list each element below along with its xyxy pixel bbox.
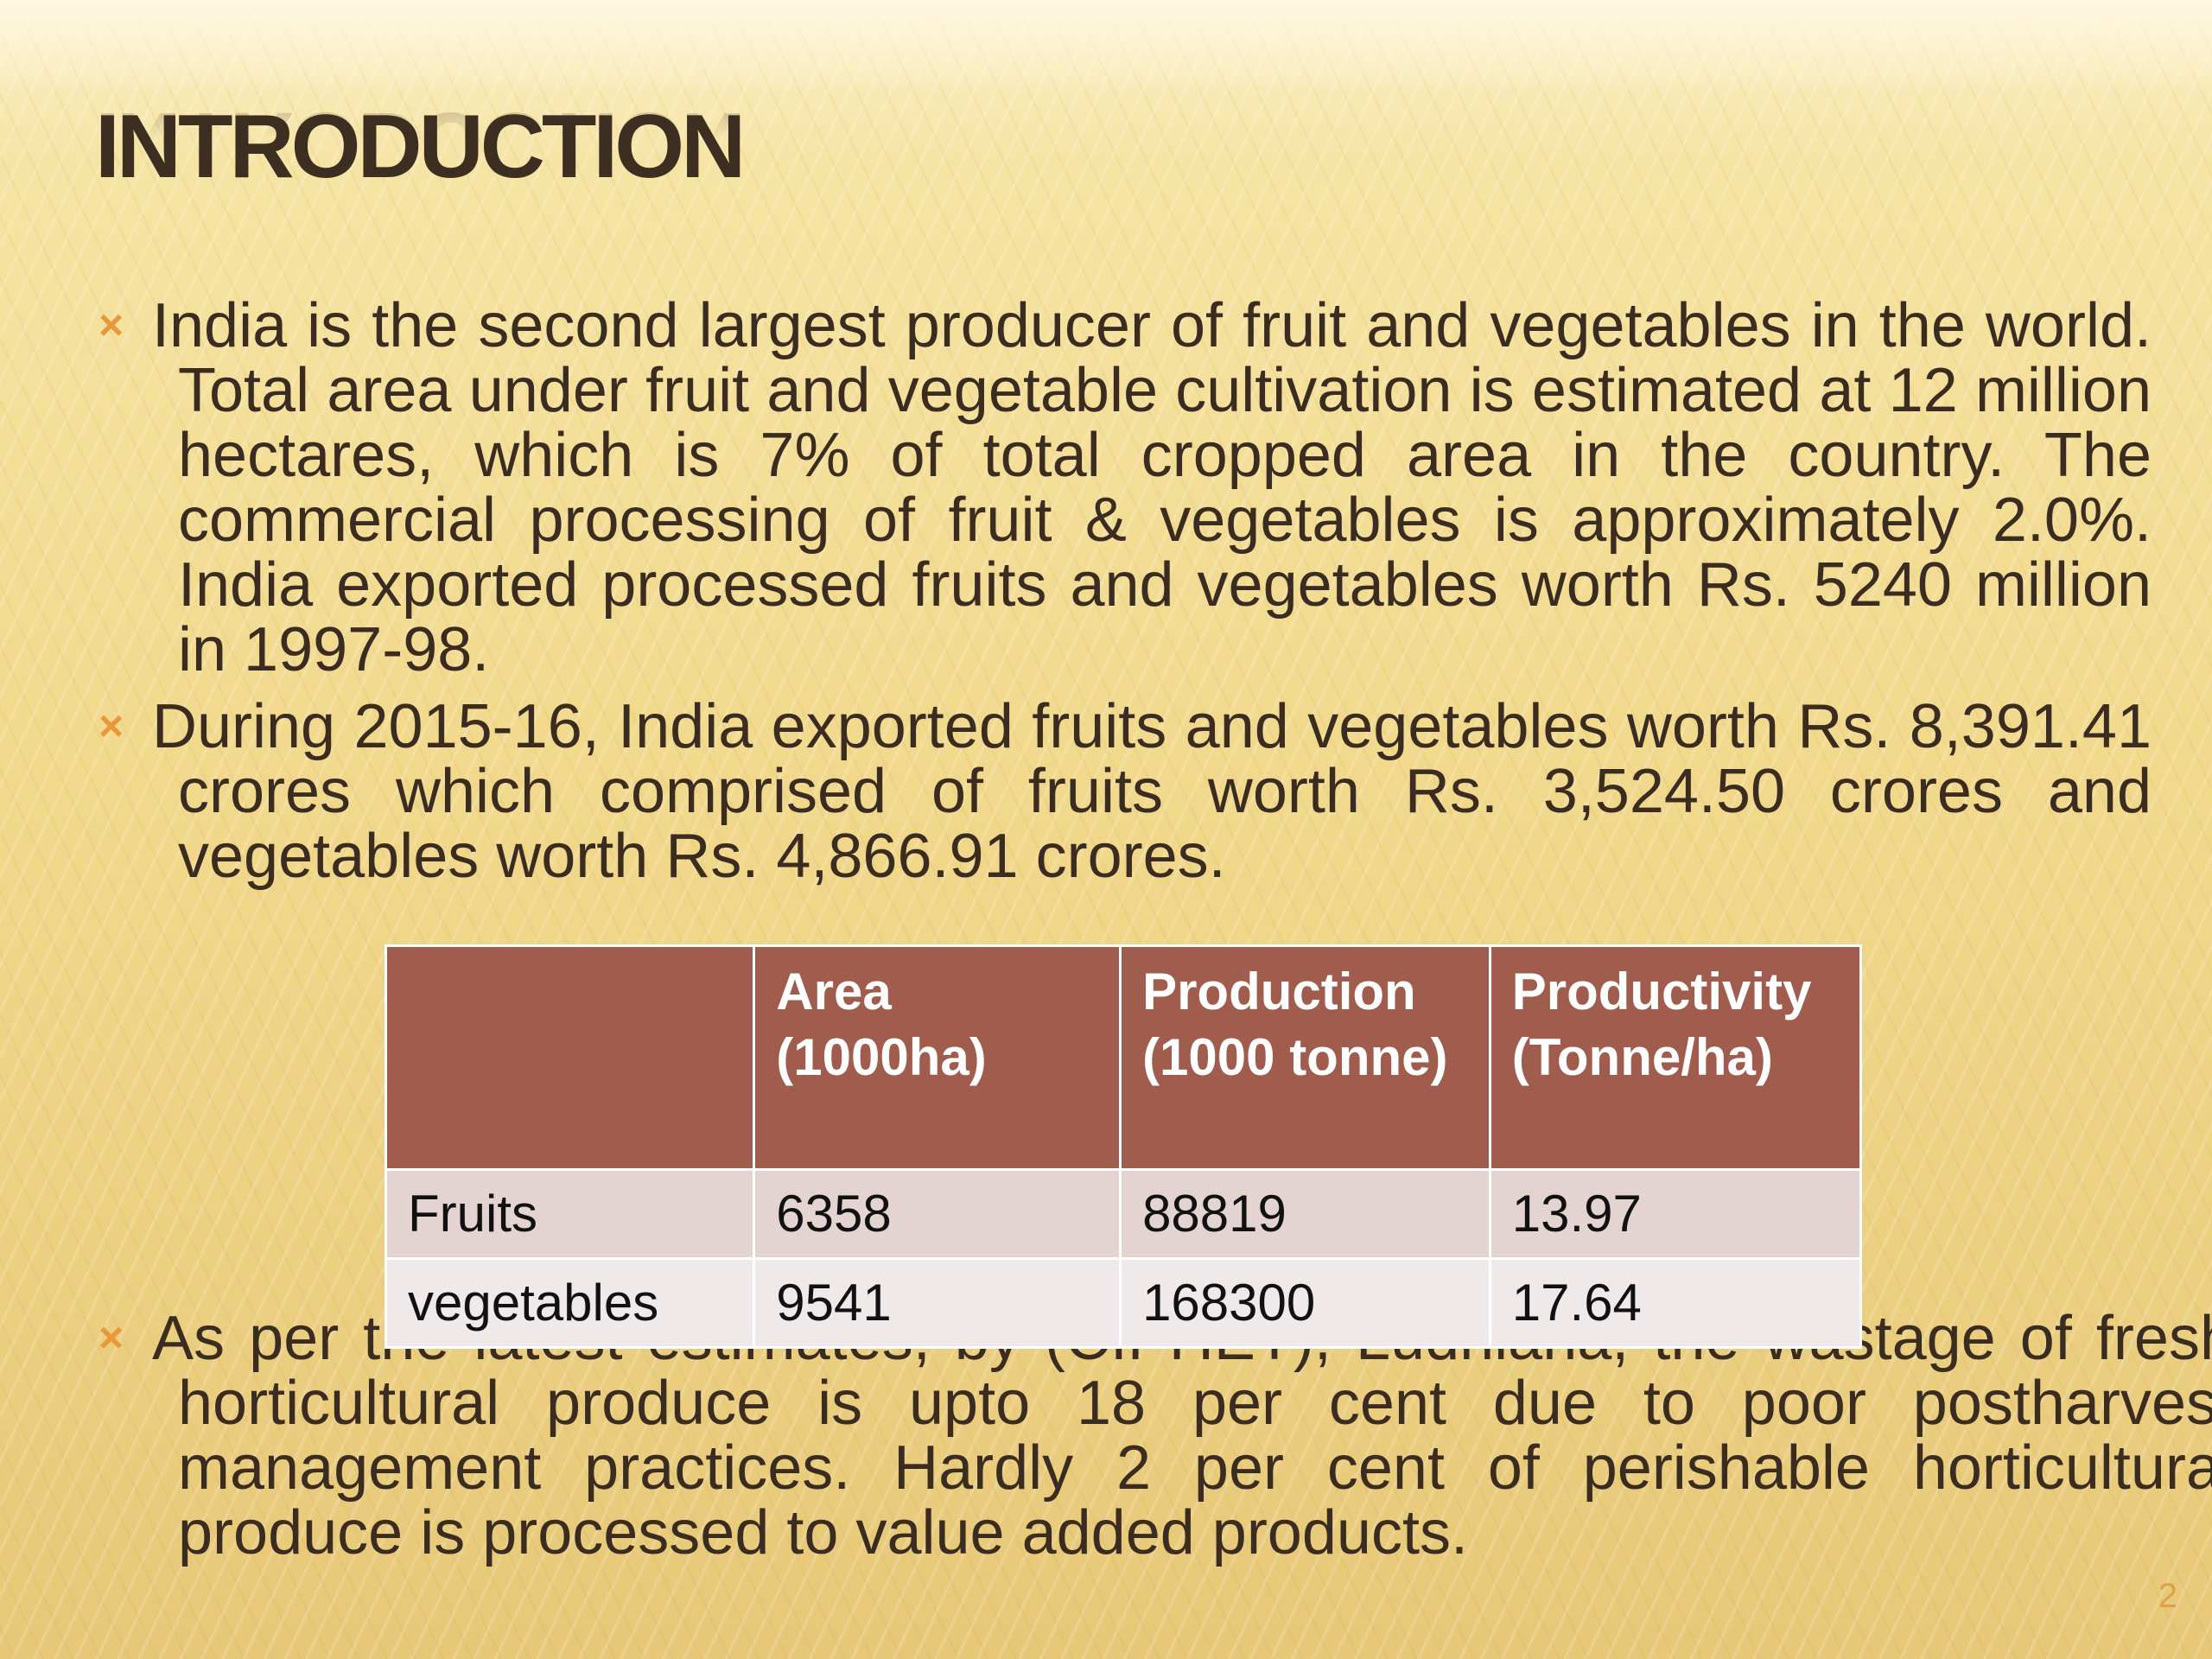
bullet-text: India is the second largest producer of … [152, 291, 2152, 684]
bullet-text: As per the latest estimates, by (CIPHET)… [152, 1304, 2212, 1567]
page-number: 2 [2158, 1577, 2177, 1615]
table-cell: 13.97 [1488, 1168, 1863, 1260]
table-cell: vegetables [384, 1257, 756, 1349]
table-cell: 88819 [1119, 1168, 1491, 1260]
table-header-cell [384, 944, 756, 1171]
bullet-item: × India is the second largest producer o… [95, 294, 2152, 683]
table-header-cell: Productivity (Tonne/ha) [1488, 944, 1863, 1171]
bullet-item: × During 2015-16, India exported fruits … [95, 695, 2152, 889]
table-row: Fruits 6358 88819 13.97 [384, 1168, 1863, 1260]
table-row: vegetables 9541 168300 17.64 [384, 1257, 1863, 1349]
bullet-text: During 2015-16, India exported fruits an… [152, 692, 2152, 891]
table-cell: 9541 [753, 1257, 1122, 1349]
slide-title: INTRODUCTION [95, 97, 746, 197]
cross-bullet-icon: × [99, 1313, 124, 1362]
table-cell: 168300 [1119, 1257, 1491, 1349]
table-header-cell: Area (1000ha) [753, 944, 1122, 1171]
table-header-cell: Production (1000 tonne) [1119, 944, 1491, 1171]
table-cell: 17.64 [1488, 1257, 1863, 1349]
table-cell: Fruits [384, 1168, 756, 1260]
slide-title-reflection: INTRODUCTION [95, 93, 743, 194]
table-header-row: Area (1000ha) Production (1000 tonne) Pr… [384, 944, 1863, 1171]
cross-bullet-icon: × [99, 301, 124, 349]
production-table: Area (1000ha) Production (1000 tonne) Pr… [384, 944, 1863, 1349]
bullet-item: × As per the latest estimates, by (CIPHE… [95, 1306, 2212, 1566]
bullet-list: × India is the second largest producer o… [95, 294, 2212, 1566]
cross-bullet-icon: × [99, 702, 124, 750]
table-cell: 6358 [753, 1168, 1122, 1260]
